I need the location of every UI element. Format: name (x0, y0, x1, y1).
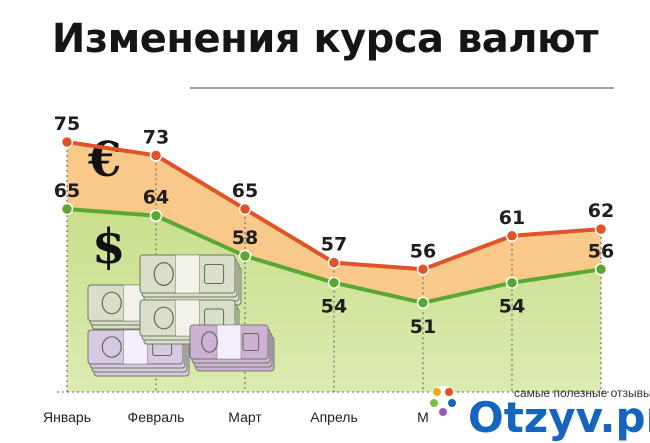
data-point (149, 149, 163, 162)
logo-dot-icon (439, 408, 447, 416)
logo-dot-icon (448, 399, 456, 407)
data-point (594, 222, 608, 236)
bill-band (175, 254, 200, 294)
data-point (594, 263, 608, 276)
watermark-tagline: самые полезные отзывы (514, 386, 650, 400)
bill-portrait (153, 262, 174, 287)
euro-value-label: 73 (143, 126, 169, 148)
data-point (60, 135, 74, 149)
dollar-value-label: 58 (232, 227, 258, 249)
euro-value-label: 62 (588, 200, 614, 222)
x-tick-label: Январь (43, 409, 91, 425)
dollar-value-label: 51 (410, 316, 436, 338)
x-tick-label: М (417, 409, 429, 425)
bill-seal (242, 333, 260, 351)
data-point (238, 249, 252, 263)
logo-dot-icon (445, 388, 453, 396)
chart-value-labels: 75 73 65 57 56 61 62 65 64 58 54 51 54 56 (54, 113, 614, 338)
dollar-value-label: 56 (588, 240, 614, 262)
euro-value-label: 75 (54, 113, 80, 135)
data-point (416, 263, 430, 276)
x-tick-label: Март (228, 409, 262, 425)
logo-dot-icon (433, 388, 441, 396)
watermark: самые полезные отзывы Otzyv.pro (429, 386, 650, 442)
bill-portrait (201, 331, 218, 353)
data-point (238, 202, 252, 216)
x-tick-label: Февраль (128, 409, 185, 425)
dollar-value-label: 65 (54, 180, 80, 202)
chart-title: Изменения курса валют (51, 16, 599, 62)
chart-series-lines (60, 135, 608, 310)
euro-value-label: 56 (410, 240, 436, 262)
dollar-icon: $ (92, 219, 125, 275)
watermark-brand: Otzyv.pro (468, 393, 650, 442)
euro-value-label: 65 (232, 180, 258, 202)
bill-portrait (101, 291, 122, 315)
dollar-value-label: 54 (321, 296, 347, 318)
data-point (60, 202, 74, 216)
euro-icon: € (87, 132, 121, 188)
x-tick-label: Апрель (310, 409, 358, 425)
data-point (327, 276, 341, 289)
bill-portrait (101, 336, 122, 358)
dollar-value-label: 54 (499, 296, 525, 318)
bill-seal (204, 264, 225, 284)
logo-dot-icon (430, 399, 438, 407)
data-point (505, 229, 519, 243)
euro-value-label: 61 (499, 207, 525, 229)
money-illustration (87, 254, 275, 377)
bill-band (216, 324, 242, 360)
x-axis-ticks: Январь Февраль Март Апрель М (43, 409, 429, 425)
data-point (327, 256, 341, 269)
data-point (505, 276, 519, 289)
euro-value-label: 57 (321, 234, 347, 256)
dollar-value-label: 64 (143, 187, 169, 209)
data-point (416, 296, 430, 310)
bill-portrait (153, 306, 174, 330)
data-point (149, 209, 163, 222)
